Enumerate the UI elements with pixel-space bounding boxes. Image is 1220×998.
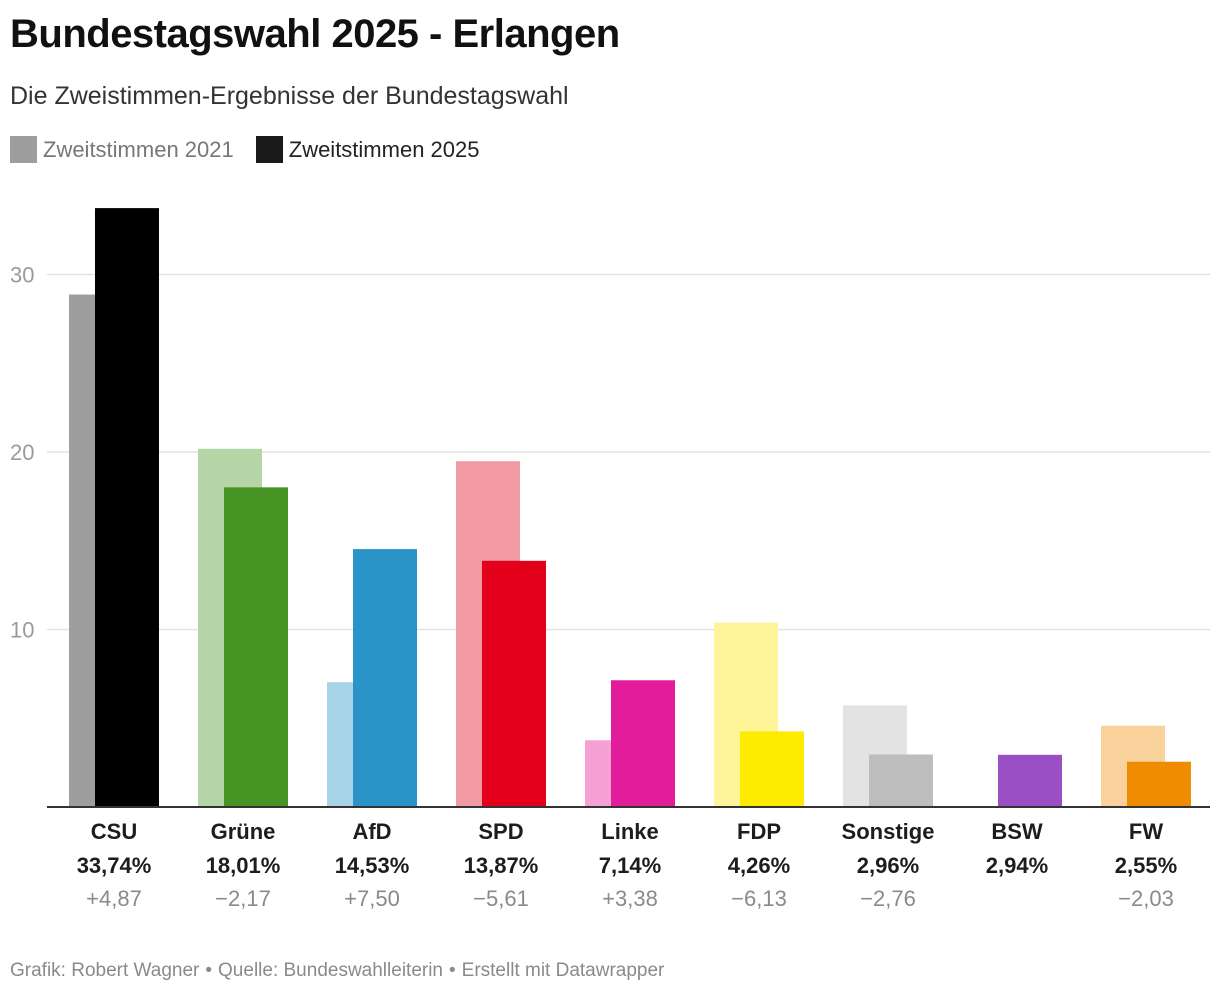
bar-2025-spd — [482, 560, 546, 807]
change-label: +4,87 — [86, 886, 142, 911]
footer-author: Grafik: Robert Wagner — [10, 960, 200, 981]
category-label: Linke — [601, 819, 658, 844]
value-label: 4,26% — [728, 853, 790, 878]
category-label: CSU — [91, 819, 137, 844]
legend-label-2025: Zweitstimmen 2025 — [288, 136, 480, 162]
bar-2025-grüne — [224, 487, 288, 807]
change-label: +3,38 — [602, 886, 658, 911]
footer-source: Quelle: Bundeswahlleiterin — [218, 960, 443, 981]
change-label: −5,61 — [473, 886, 529, 911]
chart-subtitle: Die Zweistimmen-Ergebnisse der Bundestag… — [10, 82, 569, 110]
y-tick-label: 30 — [10, 263, 34, 288]
category-label: AfD — [352, 819, 391, 844]
value-label: 14,53% — [335, 853, 410, 878]
bar-2025-linke — [611, 680, 675, 807]
change-label: −2,17 — [215, 886, 271, 911]
category-label: BSW — [991, 819, 1043, 844]
value-label: 2,55% — [1115, 853, 1177, 878]
value-label: 13,87% — [464, 853, 539, 878]
category-label: FDP — [737, 819, 781, 844]
footer-tool: Erstellt mit Datawrapper — [461, 960, 665, 981]
bar-2025-fw — [1127, 761, 1191, 807]
change-label: +7,50 — [344, 886, 400, 911]
value-label: 18,01% — [206, 853, 281, 878]
chart-title: Bundestagswahl 2025 - Erlangen — [10, 12, 620, 56]
value-label: 33,74% — [77, 853, 152, 878]
change-label: −2,03 — [1118, 886, 1174, 911]
legend-item-2021: Zweitstimmen 2021 — [10, 136, 234, 163]
bar-2025-sonstige — [869, 754, 933, 807]
bar-2025-bsw — [998, 754, 1062, 807]
category-label: FW — [1129, 819, 1163, 844]
value-label: 2,94% — [986, 853, 1048, 878]
change-label: −6,13 — [731, 886, 787, 911]
y-tick-label: 10 — [10, 618, 34, 643]
legend-item-2025: Zweitstimmen 2025 — [255, 136, 480, 163]
bar-chart: 10 20 30 CSU 33,74% +4,87 Grüne 18,01% −2,17 AfD 1… — [10, 208, 1210, 911]
y-tick-label: 20 — [10, 440, 34, 465]
footer-separator: • — [449, 960, 456, 981]
legend: Zweitstimmen 2021 Zweitstimmen 2025 — [10, 136, 480, 163]
legend-swatch-2025 — [255, 136, 283, 163]
value-label: 7,14% — [599, 853, 661, 878]
bar-2025-csu — [95, 208, 159, 808]
bar-2025-fdp — [740, 731, 804, 807]
category-label: Sonstige — [842, 819, 935, 844]
value-label: 2,96% — [857, 853, 919, 878]
category-label: SPD — [478, 819, 523, 844]
change-label: −2,76 — [860, 886, 916, 911]
footer-credits: Grafik: Robert Wagner • Quelle: Bundeswahl… — [10, 960, 664, 982]
category-label: Grüne — [211, 819, 276, 844]
legend-label-2021: Zweitstimmen 2021 — [43, 136, 234, 162]
legend-swatch-2021 — [10, 136, 37, 163]
footer-separator: • — [205, 960, 213, 981]
bar-2025-afd — [353, 549, 417, 807]
